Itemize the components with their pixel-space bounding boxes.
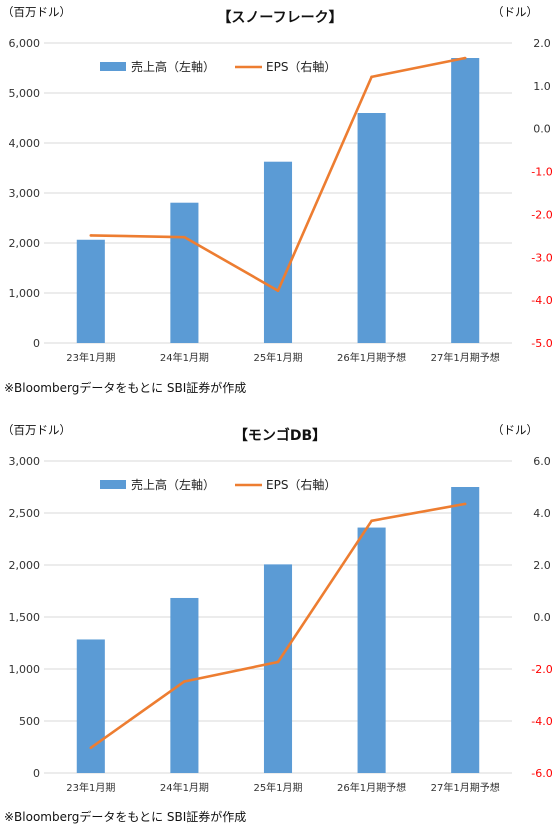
right-tick-label: -2.0: [531, 208, 552, 221]
category-label: 24年1月期: [160, 351, 209, 364]
left-tick-label: 3,000: [9, 187, 41, 200]
left-tick-label: 0: [33, 767, 40, 780]
category-label: 23年1月期: [66, 781, 115, 794]
right-axis-unit: （ドル）: [492, 423, 538, 437]
right-tick-label: -2.0: [531, 663, 552, 676]
revenue-bar: [170, 597, 199, 773]
eps-point: [183, 235, 186, 239]
revenue-bar: [357, 113, 386, 343]
left-tick-label: 0: [33, 337, 40, 350]
right-tick-label: 2.0: [533, 559, 551, 572]
right-tick-label: 0.0: [533, 123, 551, 136]
right-tick-label: -1.0: [531, 166, 552, 179]
legend-bar-label: 売上高（左軸）: [131, 477, 215, 492]
legend-line-label: EPS（右軸）: [266, 477, 336, 492]
eps-point: [89, 746, 93, 750]
category-label: 26年1月期予想: [337, 781, 406, 794]
eps-point: [89, 234, 93, 237]
revenue-bar: [451, 58, 480, 343]
revenue-bar: [76, 239, 105, 343]
category-label: 27年1月期予想: [431, 781, 500, 794]
chart-title: 【モンゴDB】: [234, 427, 326, 444]
legend-bar-swatch: [100, 480, 126, 489]
right-tick-label: -5.0: [531, 337, 552, 350]
eps-point: [463, 56, 467, 60]
left-tick-label: 2,500: [9, 507, 41, 520]
right-axis-unit: （ドル）: [492, 5, 538, 19]
left-tick-label: 1,500: [9, 611, 41, 624]
category-label: 27年1月期予想: [431, 351, 500, 364]
right-tick-label: -3.0: [531, 251, 552, 264]
revenue-bar: [170, 202, 199, 343]
legend-bar-label: 売上高（左軸）: [131, 59, 215, 74]
revenue-bar: [76, 639, 105, 773]
category-label: 25年1月期: [253, 781, 302, 794]
right-tick-label: 2.0: [533, 37, 551, 50]
left-axis-unit: （百万ドル）: [2, 5, 71, 19]
left-tick-label: 500: [19, 715, 40, 728]
chart-1: 0 1,000 2,000 3,000 4,000 5,000 6,000 2.0 1.0 0.0…: [2, 5, 553, 364]
left-tick-label: 2,000: [9, 237, 41, 250]
left-tick-label: 5,000: [9, 87, 41, 100]
right-tick-label: -6.0: [531, 767, 552, 780]
revenue-bar: [263, 161, 293, 343]
left-tick-label: 6,000: [9, 37, 41, 50]
eps-point: [276, 660, 280, 664]
left-axis-unit: （百万ドル）: [2, 423, 71, 437]
left-tick-label: 1,000: [9, 663, 41, 676]
eps-point: [276, 289, 280, 293]
right-tick-label: 4.0: [533, 507, 551, 520]
right-tick-label: -4.0: [531, 715, 552, 728]
footnote-2: ※Bloombergデータをもとに SBI証券が作成: [4, 810, 247, 824]
right-tick-label: 1.0: [533, 80, 551, 93]
eps-point: [183, 680, 186, 683]
category-label: 26年1月期予想: [337, 351, 406, 364]
revenue-bar: [451, 487, 480, 773]
chart-title: 【スノーフレーク】: [217, 10, 342, 26]
legend-bar-swatch: [100, 62, 126, 71]
category-label: 23年1月期: [66, 351, 115, 364]
right-tick-label: -4.0: [531, 294, 552, 307]
right-tick-label: 6.0: [533, 455, 551, 468]
category-label: 25年1月期: [253, 351, 302, 364]
left-tick-label: 4,000: [9, 137, 41, 150]
legend-line-label: EPS（右軸）: [266, 59, 336, 74]
footnote-1: ※Bloombergデータをもとに SBI証券が作成: [4, 381, 247, 395]
eps-point: [370, 75, 373, 79]
eps-point: [463, 502, 467, 506]
right-tick-label: 0.0: [533, 611, 551, 624]
chart-2: 0 500 1,000 1,500 2,000 2,500 3,000 6.0 4.0 2.0 0.…: [2, 423, 553, 794]
left-tick-label: 3,000: [9, 455, 41, 468]
category-label: 24年1月期: [160, 781, 209, 794]
revenue-bar: [263, 564, 293, 773]
left-tick-label: 1,000: [9, 287, 41, 300]
revenue-bar: [357, 527, 386, 773]
eps-point: [370, 519, 373, 523]
left-tick-label: 2,000: [9, 559, 41, 572]
